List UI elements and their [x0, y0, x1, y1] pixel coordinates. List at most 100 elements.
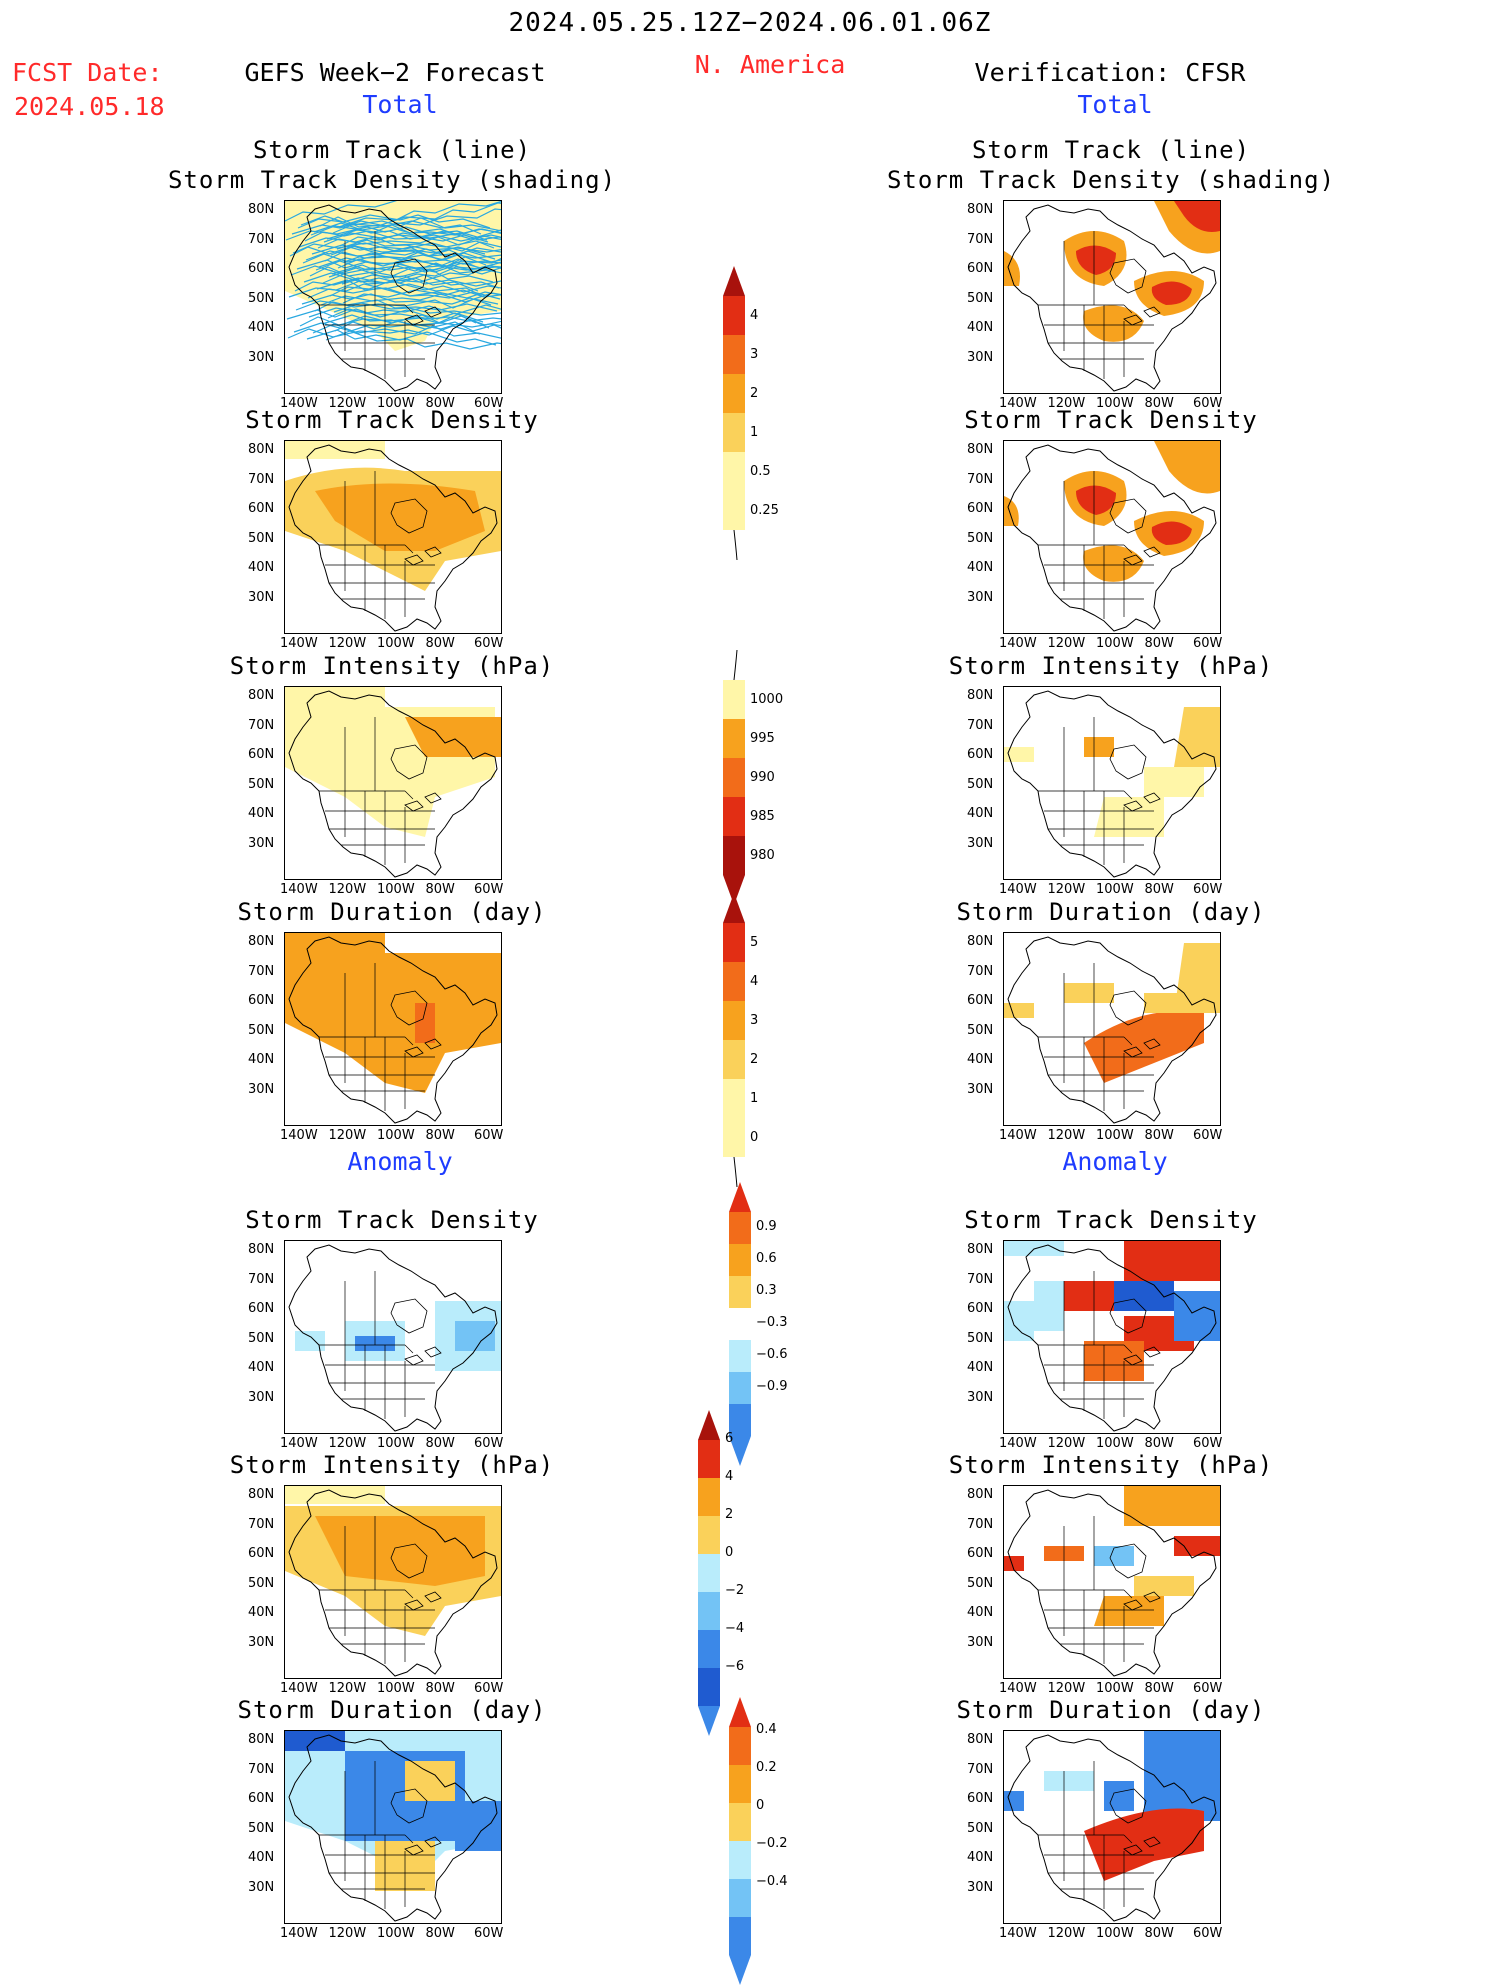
lon-tick-label: 60W: [474, 1436, 504, 1451]
lon-tick-label: 60W: [1193, 882, 1223, 897]
lon-tick-label: 100W: [377, 1128, 415, 1143]
lon-tick-label: 100W: [1096, 882, 1134, 897]
panel-title: Storm Track Density: [964, 406, 1258, 434]
map-plot: [1003, 932, 1221, 1126]
lat-tick-label: 60N: [248, 261, 275, 276]
colorbar-label: 2: [750, 386, 759, 401]
map-plot: [284, 686, 502, 880]
lat-tick-label: 30N: [967, 589, 994, 605]
lon-tick-label: 60W: [1193, 396, 1223, 411]
colorbar-label: 4: [750, 308, 759, 323]
lat-tick-label: 70N: [967, 963, 994, 979]
lon-tick-label: 120W: [328, 1926, 367, 1941]
lon-tick-label: 100W: [1096, 1436, 1134, 1451]
lat-tick-label: 50N: [967, 776, 994, 792]
lat-tick-label: 30N: [248, 835, 275, 851]
lon-tick-label: 80W: [1144, 636, 1174, 651]
lat-tick-label: 30N: [967, 1879, 994, 1895]
panel-title: Storm Track Density (shading): [167, 166, 617, 194]
lat-tick-label: 50N: [967, 1330, 994, 1346]
map-plot: [284, 200, 502, 394]
left-total-label: Total: [362, 90, 438, 119]
right-anomaly-label: Anomaly: [1062, 1147, 1168, 1176]
lat-tick-label: 70N: [248, 1516, 275, 1532]
lat-tick-label: 50N: [248, 1022, 275, 1038]
lat-tick-label: 50N: [248, 776, 275, 792]
lon-tick-label: 80W: [425, 1436, 455, 1451]
lon-tick-label: 100W: [377, 636, 415, 651]
lon-tick-label: 60W: [474, 396, 504, 411]
colorbar-label: −0.3: [756, 1315, 788, 1330]
lon-tick-label: 140W: [999, 882, 1037, 897]
map-plot: [284, 1730, 502, 1924]
lat-tick-label: 60N: [248, 747, 275, 762]
lon-tick-label: 120W: [328, 396, 367, 411]
lon-tick-label: 100W: [377, 396, 415, 411]
lon-tick-label: 100W: [1096, 396, 1134, 411]
lat-tick-label: 60N: [967, 747, 994, 762]
lat-tick-label: 40N: [967, 1052, 994, 1067]
lat-tick-label: 60N: [967, 261, 994, 276]
lon-tick-label: 140W: [999, 636, 1037, 651]
colorbar-label: 0.5: [750, 464, 771, 479]
lon-tick-label: 120W: [1047, 882, 1086, 897]
colorbar-label: 2: [725, 1507, 734, 1522]
colorbar-label: 985: [750, 809, 775, 824]
lat-tick-label: 50N: [248, 290, 275, 306]
lat-tick-label: 50N: [967, 1575, 994, 1591]
panel-title: Storm Intensity (hPa): [229, 1451, 555, 1479]
right-total-label: Total: [1077, 90, 1153, 119]
lon-tick-label: 120W: [328, 1436, 367, 1451]
panel-title: Storm Intensity (hPa): [948, 1451, 1274, 1479]
lat-tick-label: 30N: [967, 1081, 994, 1097]
lat-tick-label: 40N: [248, 320, 275, 335]
lat-tick-label: 30N: [248, 1879, 275, 1895]
colorbar-label: −0.4: [756, 1874, 788, 1889]
colorbar-label: 0.3: [756, 1283, 777, 1298]
lon-tick-label: 120W: [1047, 1128, 1086, 1143]
lat-tick-label: 30N: [248, 589, 275, 605]
lat-tick-label: 50N: [248, 1575, 275, 1591]
colorbar-label: −0.6: [756, 1347, 788, 1362]
lat-tick-label: 80N: [248, 202, 275, 217]
lon-tick-label: 80W: [425, 882, 455, 897]
lat-tick-label: 80N: [248, 442, 275, 457]
colorbar-label: 0.4: [756, 1722, 777, 1737]
lon-tick-label: 120W: [1047, 636, 1086, 651]
colorbar-label: 3: [750, 347, 759, 362]
colorbar-label: −0.2: [756, 1836, 788, 1851]
lat-tick-label: 40N: [248, 1052, 275, 1067]
lon-tick-label: 120W: [328, 882, 367, 897]
map-plot: [1003, 1240, 1221, 1434]
lat-tick-label: 70N: [967, 1516, 994, 1532]
date-range: 2024.05.25.12Z−2024.06.01.06Z: [508, 8, 992, 38]
map-plot: [1003, 1730, 1221, 1924]
lon-tick-label: 100W: [1096, 1926, 1134, 1941]
map-plot: [284, 1485, 502, 1679]
lat-tick-label: 80N: [248, 1242, 275, 1257]
lat-tick-label: 50N: [248, 1330, 275, 1346]
lat-tick-label: 40N: [967, 1850, 994, 1865]
lat-tick-label: 30N: [967, 1634, 994, 1650]
lon-tick-label: 80W: [1144, 1681, 1174, 1696]
colorbar-label: −4: [725, 1621, 745, 1636]
lat-tick-label: 70N: [967, 717, 994, 733]
map-plot: [1003, 686, 1221, 880]
lat-tick-label: 60N: [248, 1791, 275, 1806]
lat-tick-label: 50N: [967, 1022, 994, 1038]
lat-tick-label: 60N: [967, 1546, 994, 1561]
lat-tick-label: 60N: [248, 501, 275, 516]
lon-tick-label: 60W: [1193, 1436, 1223, 1451]
lat-tick-label: 60N: [967, 993, 994, 1008]
lat-tick-label: 50N: [967, 290, 994, 306]
lat-tick-label: 80N: [967, 202, 994, 217]
colorbar-label: 1: [750, 1091, 759, 1106]
lat-tick-label: 70N: [967, 471, 994, 487]
lon-tick-label: 80W: [1144, 396, 1174, 411]
fcst-date: 2024.05.18: [14, 92, 165, 121]
lon-tick-label: 100W: [1096, 636, 1134, 651]
lon-tick-label: 80W: [1144, 882, 1174, 897]
colorbar-label: 1: [750, 425, 759, 440]
region-label: N. America: [694, 50, 846, 79]
lon-tick-label: 80W: [425, 1128, 455, 1143]
